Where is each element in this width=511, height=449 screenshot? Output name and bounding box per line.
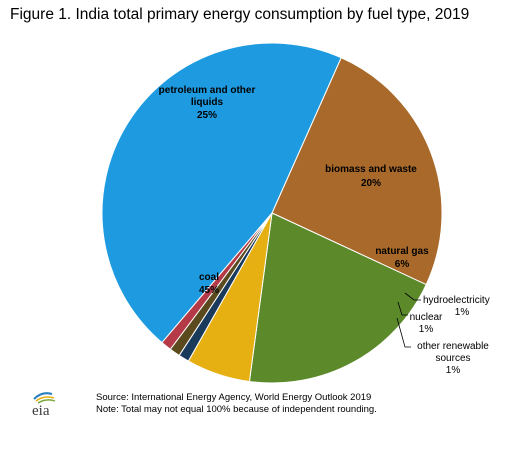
- hydro-leader-line: [404, 292, 421, 301]
- pie-slice-biomass-and-waste: [248, 212, 427, 384]
- nuclear-label: nuclear: [410, 312, 443, 323]
- other-renewable-value-label: 1%: [446, 365, 461, 376]
- nuclear-value-label: 1%: [419, 324, 434, 335]
- pie-chart: petroleum and other liquids 25% biomass …: [101, 42, 490, 384]
- coal-label: coal: [199, 272, 219, 283]
- pie-slices: [101, 42, 443, 384]
- rounding-note: Note: Total may not equal 100% because o…: [96, 404, 377, 415]
- natural-gas-label: natural gas: [375, 246, 429, 257]
- petroleum-label-line2: liquids: [191, 97, 224, 108]
- pie-slice-petroleum-and-other-liquids: [271, 57, 443, 286]
- chart-footer: eia Source: International Energy Agency,…: [32, 392, 510, 417]
- other-leader-line: [396, 317, 411, 348]
- petroleum-label-line1: petroleum and other: [159, 85, 256, 96]
- coal-value-label: 45%: [199, 285, 219, 296]
- hydro-value-label: 1%: [455, 307, 470, 318]
- other-renewable-label-line1: other renewable: [417, 341, 489, 352]
- eia-logo-icon: eia: [32, 392, 56, 417]
- chart-title: Figure 1. India total primary energy con…: [10, 6, 470, 23]
- pie-slice-coal: [101, 42, 342, 344]
- other-renewable-label-line2: sources: [435, 353, 470, 364]
- nuclear-leader-line: [397, 301, 408, 316]
- source-note: Source: International Energy Agency, Wor…: [96, 392, 372, 403]
- biomass-value-label: 20%: [361, 178, 381, 189]
- natural-gas-value-label: 6%: [395, 259, 410, 270]
- petroleum-value-label: 25%: [197, 110, 217, 121]
- biomass-label: biomass and waste: [325, 164, 417, 175]
- eia-logo-text: eia: [32, 403, 50, 417]
- hydro-label: hydroelectricity: [423, 295, 490, 306]
